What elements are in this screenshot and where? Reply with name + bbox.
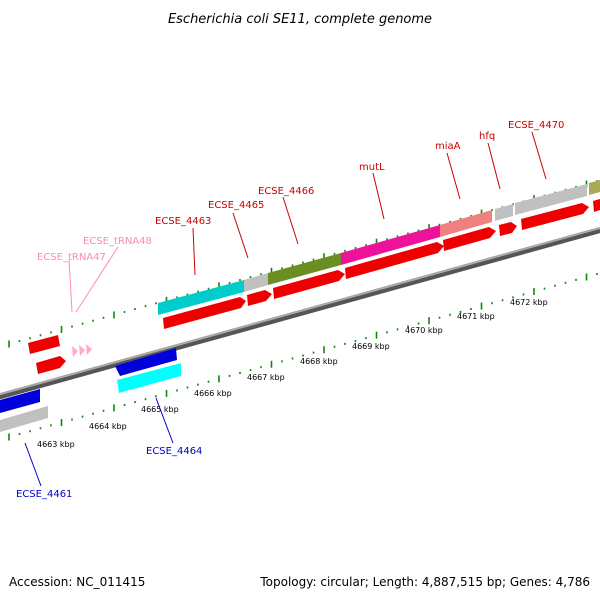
kbp-label: 4672 kbp: [510, 298, 548, 307]
cds-arrow[interactable]: [499, 222, 517, 236]
gene-bar-next[interactable]: [589, 180, 600, 195]
kbp-label: 4668 kbp: [300, 357, 338, 366]
gene-label-group: ECSE_4461 ECSE_4464 ECSE_tRNA47 ECSE_tRN…: [16, 120, 564, 500]
gene-bar-mutl[interactable]: [341, 225, 440, 265]
accession-text: Accession: NC_011415: [9, 575, 145, 589]
gene-bar-gray[interactable]: [0, 406, 48, 432]
genome-summary-text: Topology: circular; Length: 4,887,515 bp…: [259, 575, 590, 589]
trna-arrow[interactable]: [72, 346, 78, 357]
gene-label-ecse-trna48[interactable]: ECSE_tRNA48: [83, 236, 152, 247]
kbp-axis-labels: 4663 kbp 4664 kbp 4665 kbp 4666 kbp 4667…: [37, 298, 548, 449]
gene-label-ecse-4465[interactable]: ECSE_4465: [208, 200, 264, 211]
genome-backbone: [0, 227, 600, 400]
cds-arrow[interactable]: [273, 270, 345, 299]
gene-bar-ecse-4463[interactable]: [158, 280, 244, 315]
gene-bar-hfq[interactable]: [495, 204, 513, 221]
cds-arrow[interactable]: [593, 199, 600, 212]
trna-arrow[interactable]: [79, 345, 85, 356]
gene-label-miaa[interactable]: miaA: [435, 141, 461, 152]
kbp-label: 4667 kbp: [247, 373, 285, 382]
cds-arrow[interactable]: [521, 203, 589, 230]
cds-arrow[interactable]: [163, 297, 246, 329]
gene-track-upper: [158, 180, 600, 315]
gene-label-mutl[interactable]: mutL: [359, 162, 385, 173]
kbp-label: 4670 kbp: [405, 326, 443, 335]
cds-arrows-minus: [0, 348, 181, 432]
cds-arrow[interactable]: [36, 356, 66, 374]
cds-arrow[interactable]: [345, 242, 444, 279]
cds-arrow[interactable]: [247, 290, 272, 306]
trna-arrows: [72, 344, 92, 357]
gene-label-ecse-4461[interactable]: ECSE_4461: [16, 489, 72, 500]
gene-bar-ecse-4470[interactable]: [515, 184, 587, 215]
kbp-label: 4663 kbp: [37, 440, 75, 449]
cds-arrows-plus: [28, 199, 600, 374]
cds-arrow-blue[interactable]: [115, 348, 177, 376]
cds-arrow[interactable]: [28, 335, 60, 354]
gene-label-ecse-4463[interactable]: ECSE_4463: [155, 216, 211, 227]
gene-bar-ecse-4466[interactable]: [268, 253, 341, 285]
gene-bar-cyan[interactable]: [117, 363, 181, 393]
kbp-label: 4666 kbp: [194, 389, 232, 398]
cds-arrow[interactable]: [443, 227, 496, 251]
lower-tick-row: [8, 273, 598, 441]
kbp-label: 4669 kbp: [352, 342, 390, 351]
trna-arrow[interactable]: [86, 344, 92, 355]
gene-label-ecse-4464[interactable]: ECSE_4464: [146, 446, 202, 457]
gene-label-ecse-4466[interactable]: ECSE_4466: [258, 186, 314, 197]
kbp-label: 4671 kbp: [457, 312, 495, 321]
gene-bar-miaa[interactable]: [440, 210, 492, 237]
page-title: Escherichia coli SE11, complete genome: [168, 12, 432, 27]
leader-lines: [24, 131, 547, 487]
cds-arrow-blue[interactable]: [0, 389, 40, 413]
gene-bar-ecse-4465[interactable]: [244, 273, 268, 292]
kbp-label: 4664 kbp: [89, 422, 127, 431]
gene-label-ecse-trna47[interactable]: ECSE_tRNA47: [37, 252, 106, 263]
gene-label-ecse-4470[interactable]: ECSE_4470: [508, 120, 564, 131]
gene-label-hfq[interactable]: hfq: [479, 131, 495, 142]
